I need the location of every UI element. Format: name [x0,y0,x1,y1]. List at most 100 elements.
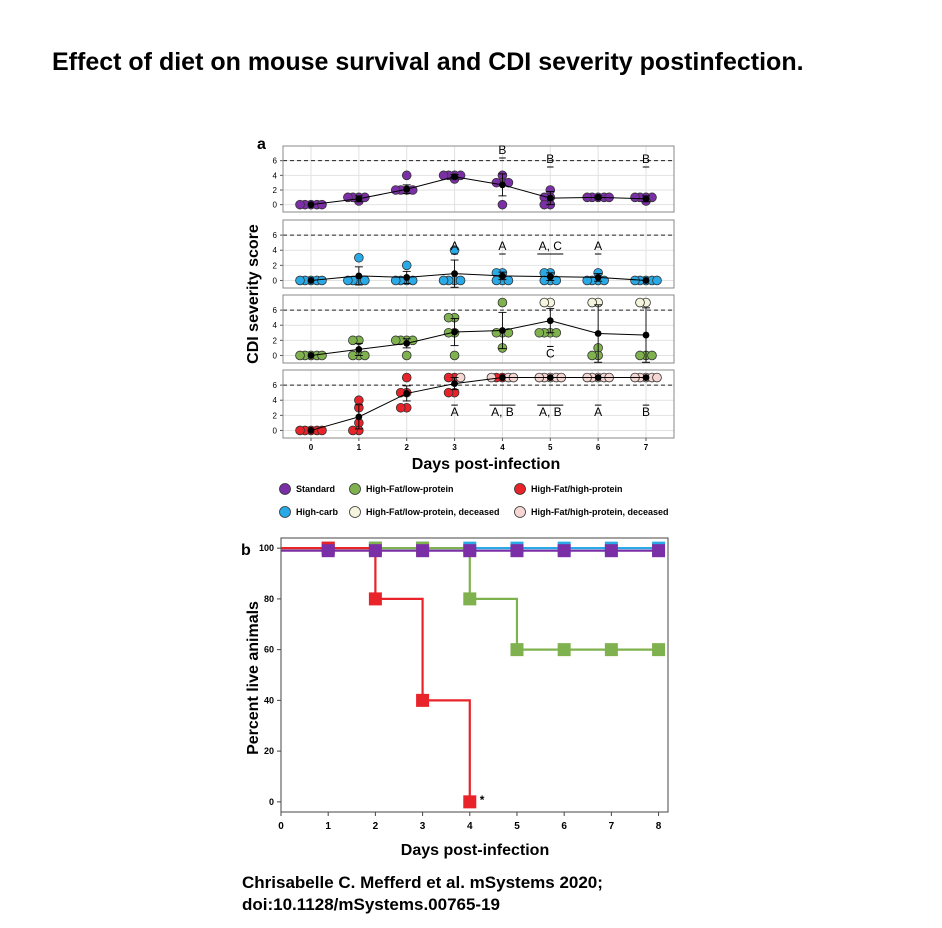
data-point [443,387,454,398]
legend-marker [514,506,526,518]
x-tick-label: 3 [452,443,457,452]
data-point [534,327,545,338]
survival-frame [280,537,669,813]
data-point [390,275,401,286]
data-point [630,192,640,203]
survival-series-hflp [281,541,666,657]
y-axis-label: CDI severity score [245,224,262,364]
severity-panel-1: 0 2 4 6 A A A, C A [273,219,675,289]
survival-marker [368,544,382,558]
y-axis-label: Percent live animals [245,601,262,755]
x-tick-label: 0 [278,821,284,832]
data-point [295,350,305,361]
x-tick-label: 3 [420,821,426,832]
y-tick-label: 20 [264,746,274,756]
data-point [348,335,358,346]
x-tick-label: 0 [309,443,314,452]
survival-marker [604,643,618,657]
legend-marker [279,506,291,518]
panel-frame [282,294,675,364]
y-tick-label: 2 [273,186,278,195]
y-tick-label: 40 [264,695,274,705]
significance-label: A [451,239,459,253]
survival-marker [463,592,477,606]
x-tick-label: 2 [373,821,379,832]
legend-label: High-Fat/low-protein [366,484,454,494]
mean-point [642,277,650,284]
y-tick-label: 4 [273,171,278,180]
y-tick-label: 0 [273,426,278,435]
citation-line-1: Chrisabelle C. Mefferd et al. mSystems 2… [242,873,603,892]
mean-point [451,328,458,336]
citation-line-2: doi:10.1128/mSystems.00765-19 [242,895,501,914]
data-point [295,199,305,210]
data-point [587,350,597,361]
data-point [354,252,364,263]
data-point [401,260,412,271]
data-point [343,275,353,286]
severity-panel-0: 0 2 4 6 B B B [273,143,675,213]
significance-label: A [498,239,506,253]
data-point [390,335,401,346]
data-point [348,425,358,436]
x-tick-label: 1 [357,443,362,452]
significance-label: A [594,239,602,253]
mean-point [355,195,363,203]
mean-point [546,317,554,325]
x-tick-label: 7 [644,443,649,452]
data-point [582,275,592,286]
data-point [497,199,508,210]
mean-point [451,173,458,181]
mean-point [307,352,315,359]
data-point [449,245,460,256]
mean-point [594,274,602,281]
y-tick-label: 80 [264,594,274,604]
data-point [390,185,401,195]
survival-marker [416,693,430,707]
legend-label: High-Fat/high-protein [531,484,622,494]
survival-marker [652,643,666,657]
survival-marker [557,643,571,657]
mean-point [642,331,650,339]
data-point [443,312,454,323]
data-point [401,372,412,383]
deceased-point [539,297,550,308]
y-tick-label: 0 [273,201,278,210]
mean-point [499,272,506,280]
significance-asterisk: * [480,793,485,807]
mean-point [499,374,506,381]
data-point [295,275,305,286]
mean-line [310,320,647,356]
mean-point [499,327,506,334]
survival-marker [368,592,382,606]
survival-marker [463,544,477,558]
mean-point [642,374,650,381]
mean-point [594,330,602,337]
y-tick-label: 6 [273,157,278,166]
x-tick-label: 4 [500,443,505,452]
y-tick-label: 6 [273,381,278,390]
panel-a-label: a [257,136,266,153]
mean-point [403,274,411,281]
significance-label: B [546,152,554,166]
x-tick-label: 6 [596,443,601,452]
legend-marker [349,506,361,518]
mean-point [594,374,602,381]
mean-point [355,272,363,280]
mean-point [451,270,458,278]
mean-line [310,377,646,431]
x-tick-label: 5 [548,443,553,452]
y-tick-label: 2 [273,336,278,345]
legend-marker [514,483,526,495]
x-axis-label: Days post-infection [412,456,560,473]
deceased-point [652,372,662,383]
x-tick-label: 1 [325,821,331,832]
x-tick-label: 2 [404,443,409,452]
deceased-point [587,297,597,308]
data-point [455,275,466,286]
survival-marker [510,643,524,657]
legend-marker [349,483,361,495]
data-point [497,297,508,308]
legend-marker [279,483,291,495]
